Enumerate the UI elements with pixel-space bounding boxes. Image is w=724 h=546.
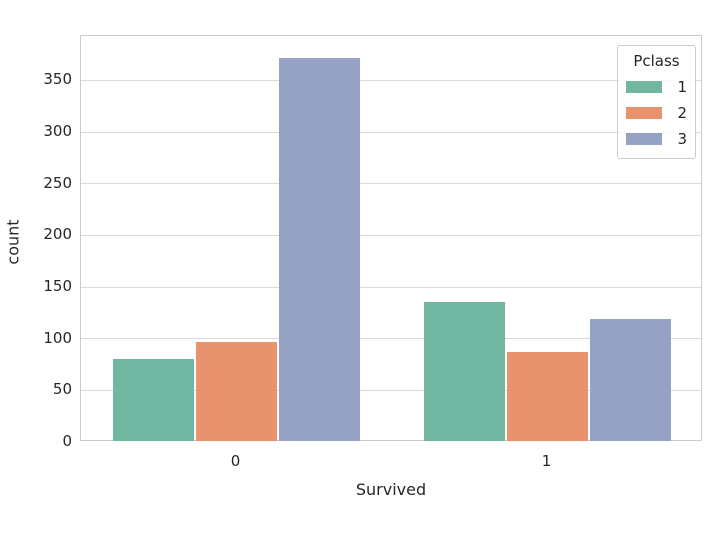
gridline <box>81 389 701 391</box>
bar-survived0-pclass2 <box>196 341 277 441</box>
y-tick-label: 250 <box>43 173 72 192</box>
legend-color-swatch <box>626 133 662 145</box>
legend-title: Pclass <box>633 52 680 70</box>
legend-item: 1 <box>626 74 687 100</box>
gridline <box>81 131 701 133</box>
y-tick-label: 50 <box>52 380 72 399</box>
legend: Pclass 1 2 3 <box>617 45 696 159</box>
y-tick-label: 0 <box>62 432 72 450</box>
y-axis-label: count <box>3 219 23 265</box>
legend-item-label: 3 <box>677 130 687 148</box>
legend-color-swatch <box>626 107 662 119</box>
legend-items: 1 2 3 <box>626 74 687 152</box>
legend-item-label: 1 <box>677 78 687 96</box>
bar-survived1-pclass3 <box>589 319 671 441</box>
y-tick-label: 350 <box>43 70 72 89</box>
y-tick-label: 150 <box>43 277 72 296</box>
gridline <box>81 79 701 81</box>
bar-survived0-pclass1 <box>113 359 195 441</box>
gridline <box>81 183 701 185</box>
y-tick-label: 100 <box>43 328 72 347</box>
x-axis-label: Survived <box>355 480 427 499</box>
x-tick-label: 0 <box>230 452 241 470</box>
gridline <box>81 234 701 236</box>
x-tick-label: 1 <box>541 452 552 470</box>
y-tick-label: 200 <box>43 225 72 244</box>
legend-color-swatch <box>626 81 662 93</box>
bar-survived0-pclass3 <box>278 57 360 441</box>
legend-item-label: 2 <box>677 104 687 122</box>
legend-item: 2 <box>626 100 687 126</box>
gridline <box>81 338 701 340</box>
plot-area <box>80 35 702 441</box>
bar-survived1-pclass2 <box>507 352 588 441</box>
bar-survived1-pclass1 <box>424 301 506 441</box>
gridline <box>81 286 701 288</box>
legend-item: 3 <box>626 126 687 152</box>
y-tick-label: 300 <box>43 122 72 141</box>
